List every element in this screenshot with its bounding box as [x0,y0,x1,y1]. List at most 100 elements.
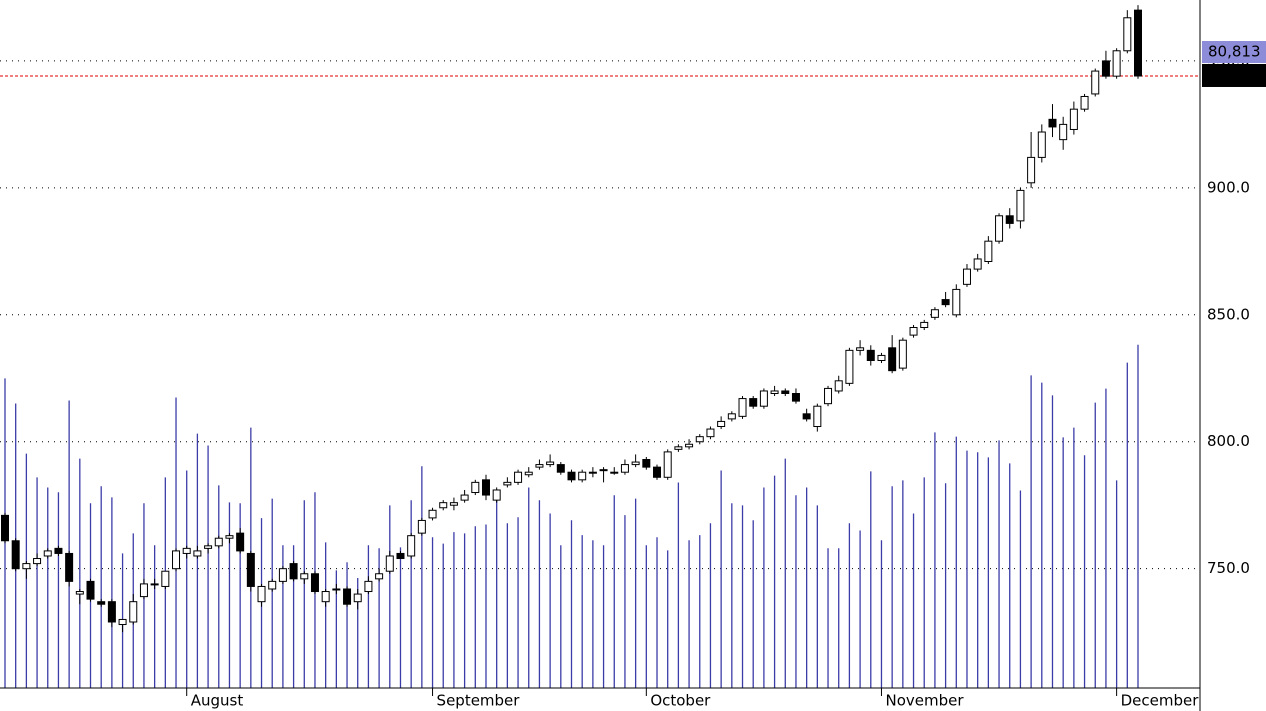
candle-body [888,347,897,372]
last-price-box [1202,63,1266,87]
y-tick-label: 900.0 [1207,178,1250,196]
candle-body [150,583,159,586]
candle-body [856,347,865,351]
candle-body [1,514,9,542]
candle-body [1048,118,1057,128]
candle-body [65,552,74,582]
candle-body [653,466,662,478]
candle-body [813,405,822,428]
candle-body [417,519,426,534]
candle-body [845,349,854,384]
candle-body [375,573,384,580]
candle-body [439,502,448,509]
candle-body [310,573,319,593]
candle-body [738,398,747,417]
candle-body [781,390,790,395]
candle-body [278,568,287,582]
candle-body [1059,123,1068,141]
candle-body [749,398,758,407]
candle-body [984,240,993,262]
x-tick-label: September [437,692,521,710]
candle-body [1027,156,1036,184]
candle-body [717,420,726,428]
candle-body [289,563,298,580]
candle-body [182,547,191,554]
candle-body [556,464,565,473]
candle-body [321,591,330,603]
candle-body [909,326,918,336]
candle-body [193,550,202,557]
candle-body [995,215,1004,242]
candle-body [471,481,480,494]
candle-body [246,552,255,587]
candle-body [118,618,127,626]
candle-body [396,552,405,560]
candle-body [898,339,907,369]
candle-body [268,580,277,590]
candle-body [759,390,768,407]
volume-label-box [1202,41,1266,63]
candle-body [1123,17,1132,52]
candle-body [952,288,961,316]
candle-body [364,580,373,593]
candle-body [139,583,148,598]
candle-body [107,601,116,623]
candle-body [236,532,245,552]
candle-body [524,471,533,476]
candle-body [1134,9,1142,77]
candle-body [1080,95,1089,110]
candle-body [610,471,619,474]
candle-body [1091,70,1100,95]
candle-body [877,354,886,362]
candle-body [695,436,704,443]
candle-body [824,387,833,405]
candle-body [930,309,939,318]
candle-body [332,588,341,591]
labels: 750.0800.0850.0900.0950.0AugustSeptember… [191,41,1266,710]
candle-body [33,558,42,565]
candle-body [225,535,234,539]
candle-body [567,471,576,481]
candle-body [86,580,95,600]
candle-body [43,550,52,557]
candle-body [578,471,587,481]
candle-body [663,451,672,478]
candle-body [631,461,640,466]
candle-body [1037,131,1046,158]
candle-body [214,537,223,547]
candle-body [791,393,800,402]
candle-body [674,446,683,450]
candle-body [642,459,651,468]
candle-body [588,471,597,474]
candle-body [1016,189,1025,222]
y-tick-label: 800.0 [1207,432,1250,450]
axes [0,0,1201,711]
candles [1,5,1142,633]
candle-body [770,390,779,395]
x-tick-label: November [885,692,964,710]
last-price-label: 944.07 [1207,66,1265,84]
x-tick-label: October [650,692,711,710]
candle-body [866,349,875,362]
candle-body [973,258,982,270]
candle-body [54,547,63,554]
candle-body [802,413,811,420]
candle-body [535,464,544,468]
grid [0,60,1200,570]
candle-body [449,502,458,506]
candle-body [1101,60,1110,77]
candle-body [22,563,31,570]
candle-body [11,540,20,570]
candle-body [407,535,416,557]
candle-body [1069,108,1078,130]
y-tick-label: 750.0 [1207,559,1250,577]
candle-body [300,573,309,580]
volume-label: 80,813 [1208,43,1261,61]
candle-body [353,593,362,603]
candle-body [920,321,929,328]
candle-body [428,509,437,519]
candle-body [599,469,608,472]
x-tick-label: December [1121,692,1200,710]
